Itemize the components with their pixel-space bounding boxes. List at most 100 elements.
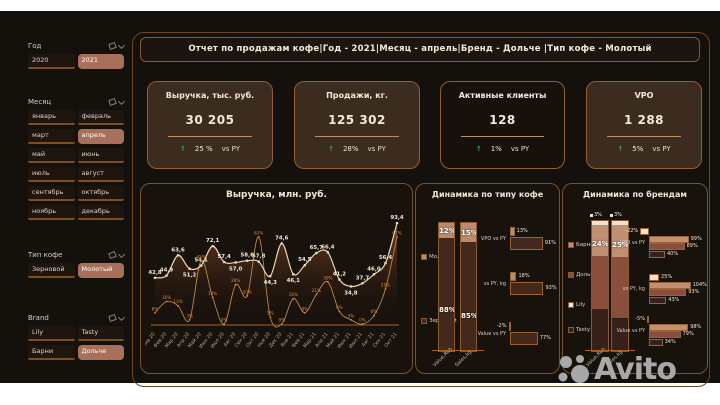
data-point[interactable] [199, 264, 203, 267]
mini-bar[interactable] [649, 338, 663, 346]
slicer-item-февраль[interactable]: февраль [77, 110, 124, 125]
slicer-item-Зерновой[interactable]: Зерновой [28, 263, 75, 278]
mini-group-label: vs PY, kg [483, 280, 506, 287]
slicer-item-Lily[interactable]: Lily [28, 326, 75, 341]
data-point[interactable] [245, 259, 249, 263]
stacked-bar-segment-Lily[interactable] [592, 221, 608, 225]
slicer-item-январь[interactable]: январь [28, 110, 75, 125]
data-point[interactable] [280, 242, 284, 245]
clear-filter-icon[interactable] [108, 41, 117, 51]
data-point[interactable] [222, 260, 226, 264]
clear-filter-icon[interactable] [108, 313, 117, 323]
data-point[interactable] [384, 261, 387, 265]
stacked-bar-segment-Дольче[interactable]: 41% [592, 256, 608, 322]
data-point[interactable] [361, 281, 364, 285]
stacked-bar-segment-Молотый[interactable]: 12% [439, 223, 454, 239]
stacked-bar-segment-Зерновой[interactable]: 85% [461, 242, 476, 351]
data-point[interactable] [257, 260, 261, 263]
chevron-down-icon[interactable] [117, 41, 126, 49]
mini-bar[interactable] [649, 281, 691, 289]
data-point[interactable] [268, 274, 272, 278]
mini-bar[interactable] [649, 289, 687, 296]
revenue-line-chart[interactable]: 42,844,963,651,254,172,157,457,058,657,8… [145, 204, 407, 369]
mini-bar[interactable] [649, 243, 685, 250]
mini-bar[interactable] [510, 282, 544, 295]
mini-bar[interactable] [510, 227, 515, 236]
slicer-item-июнь[interactable]: июнь [77, 148, 124, 163]
slicer-item-Дольче[interactable]: Дольче [77, 345, 124, 360]
slicer-item-Барни[interactable]: Барни [28, 345, 75, 360]
pct-point [269, 316, 272, 318]
slicer-item-декабрь[interactable]: декабрь [77, 205, 124, 220]
stacked-bar[interactable]: 25%47%26% [611, 220, 629, 352]
data-point[interactable] [315, 251, 318, 255]
coffee-type-slicer-items: Зерновой Молотый [28, 263, 124, 278]
mini-bar[interactable] [649, 235, 689, 243]
pct-point [361, 323, 364, 325]
mini-bar[interactable] [649, 323, 689, 331]
slicer-item-октябрь[interactable]: октябрь [77, 186, 124, 201]
slicer-item-ноябрь[interactable]: ноябрь [28, 205, 75, 220]
data-point[interactable] [153, 276, 157, 280]
data-point[interactable] [372, 273, 376, 276]
slicer-item-Молотый[interactable]: Молотый [77, 263, 124, 278]
data-point[interactable] [338, 278, 341, 281]
data-point[interactable] [395, 221, 399, 225]
kpi-card-sales: Продажи, кг. 125 302 ↑ 28% vs PY [294, 81, 420, 169]
mini-bar[interactable] [649, 331, 681, 338]
data-point[interactable] [188, 267, 191, 271]
slicer-item-2020[interactable]: 2020 [28, 54, 75, 69]
mini-bar[interactable] [649, 296, 667, 304]
stacked-bar-segment-Молотый[interactable]: 15% [461, 223, 476, 243]
stacked-bar-segment-Tasty[interactable]: 26% [612, 318, 628, 351]
slicer-item-2021[interactable]: 2021 [77, 54, 124, 69]
chevron-down-icon[interactable] [117, 97, 126, 105]
mini-bar[interactable] [510, 332, 538, 345]
slicer-item-апрель[interactable]: апрель [77, 129, 124, 144]
pct-point [292, 297, 295, 300]
clear-filter-icon[interactable] [108, 250, 117, 260]
stacked-bar-segment-Lily[interactable] [612, 221, 628, 225]
data-point[interactable] [349, 285, 353, 288]
data-point[interactable] [165, 274, 168, 277]
stacked-bar-segment-Барни[interactable]: 24% [592, 224, 608, 257]
chevron-down-icon[interactable] [117, 250, 126, 258]
legend-item-Lily[interactable]: Lily [568, 302, 585, 308]
mini-bar[interactable] [640, 228, 649, 235]
chevron-down-icon[interactable] [117, 313, 126, 321]
slicer-item-август[interactable]: август [77, 167, 124, 182]
data-label: 58,6 [241, 253, 255, 259]
slicer-item-май[interactable]: май [28, 148, 75, 163]
mini-bar[interactable] [647, 316, 649, 323]
mini-bar[interactable] [508, 322, 511, 331]
data-point[interactable] [303, 263, 307, 267]
slicer-item-март[interactable]: март [28, 129, 75, 144]
stacked-bar-segment-Барни[interactable]: 25% [612, 224, 628, 258]
data-point[interactable] [326, 250, 330, 254]
pct-point [315, 293, 318, 296]
data-point[interactable] [291, 272, 295, 276]
clear-filter-icon[interactable] [108, 97, 117, 107]
mini-bar[interactable] [649, 274, 659, 281]
data-point[interactable] [176, 254, 180, 257]
slicer-item-июль[interactable]: июль [28, 167, 75, 182]
slicer-item-сентябрь[interactable]: сентябрь [28, 186, 75, 201]
stacked-bar[interactable]: 15% 85% [460, 222, 477, 352]
stacked-bar[interactable]: 12% 88% [438, 222, 455, 352]
mini-bar-value: 98% [690, 323, 702, 330]
legend-item-Барни[interactable]: Барни [568, 242, 594, 248]
legend-item-Дольче[interactable]: Дольче [568, 272, 597, 278]
mini-bar[interactable] [510, 272, 517, 281]
stacked-bar[interactable]: 24% 41%33% [591, 220, 609, 352]
mini-bar[interactable] [510, 237, 543, 250]
data-point[interactable] [211, 244, 214, 248]
legend-item-Tasty[interactable]: Tasty [568, 327, 590, 333]
stacked-bar-segment-Tasty[interactable]: 33% [592, 309, 608, 351]
data-point[interactable] [234, 261, 237, 264]
pct-label: 8% [301, 306, 308, 311]
data-label: 63,6 [171, 247, 185, 253]
stacked-bar-segment-Зерновой[interactable]: 88% [439, 238, 454, 351]
data-label: 41,2 [333, 272, 347, 278]
mini-bar[interactable] [649, 250, 665, 258]
slicer-item-Tasty[interactable]: Tasty [77, 326, 124, 341]
